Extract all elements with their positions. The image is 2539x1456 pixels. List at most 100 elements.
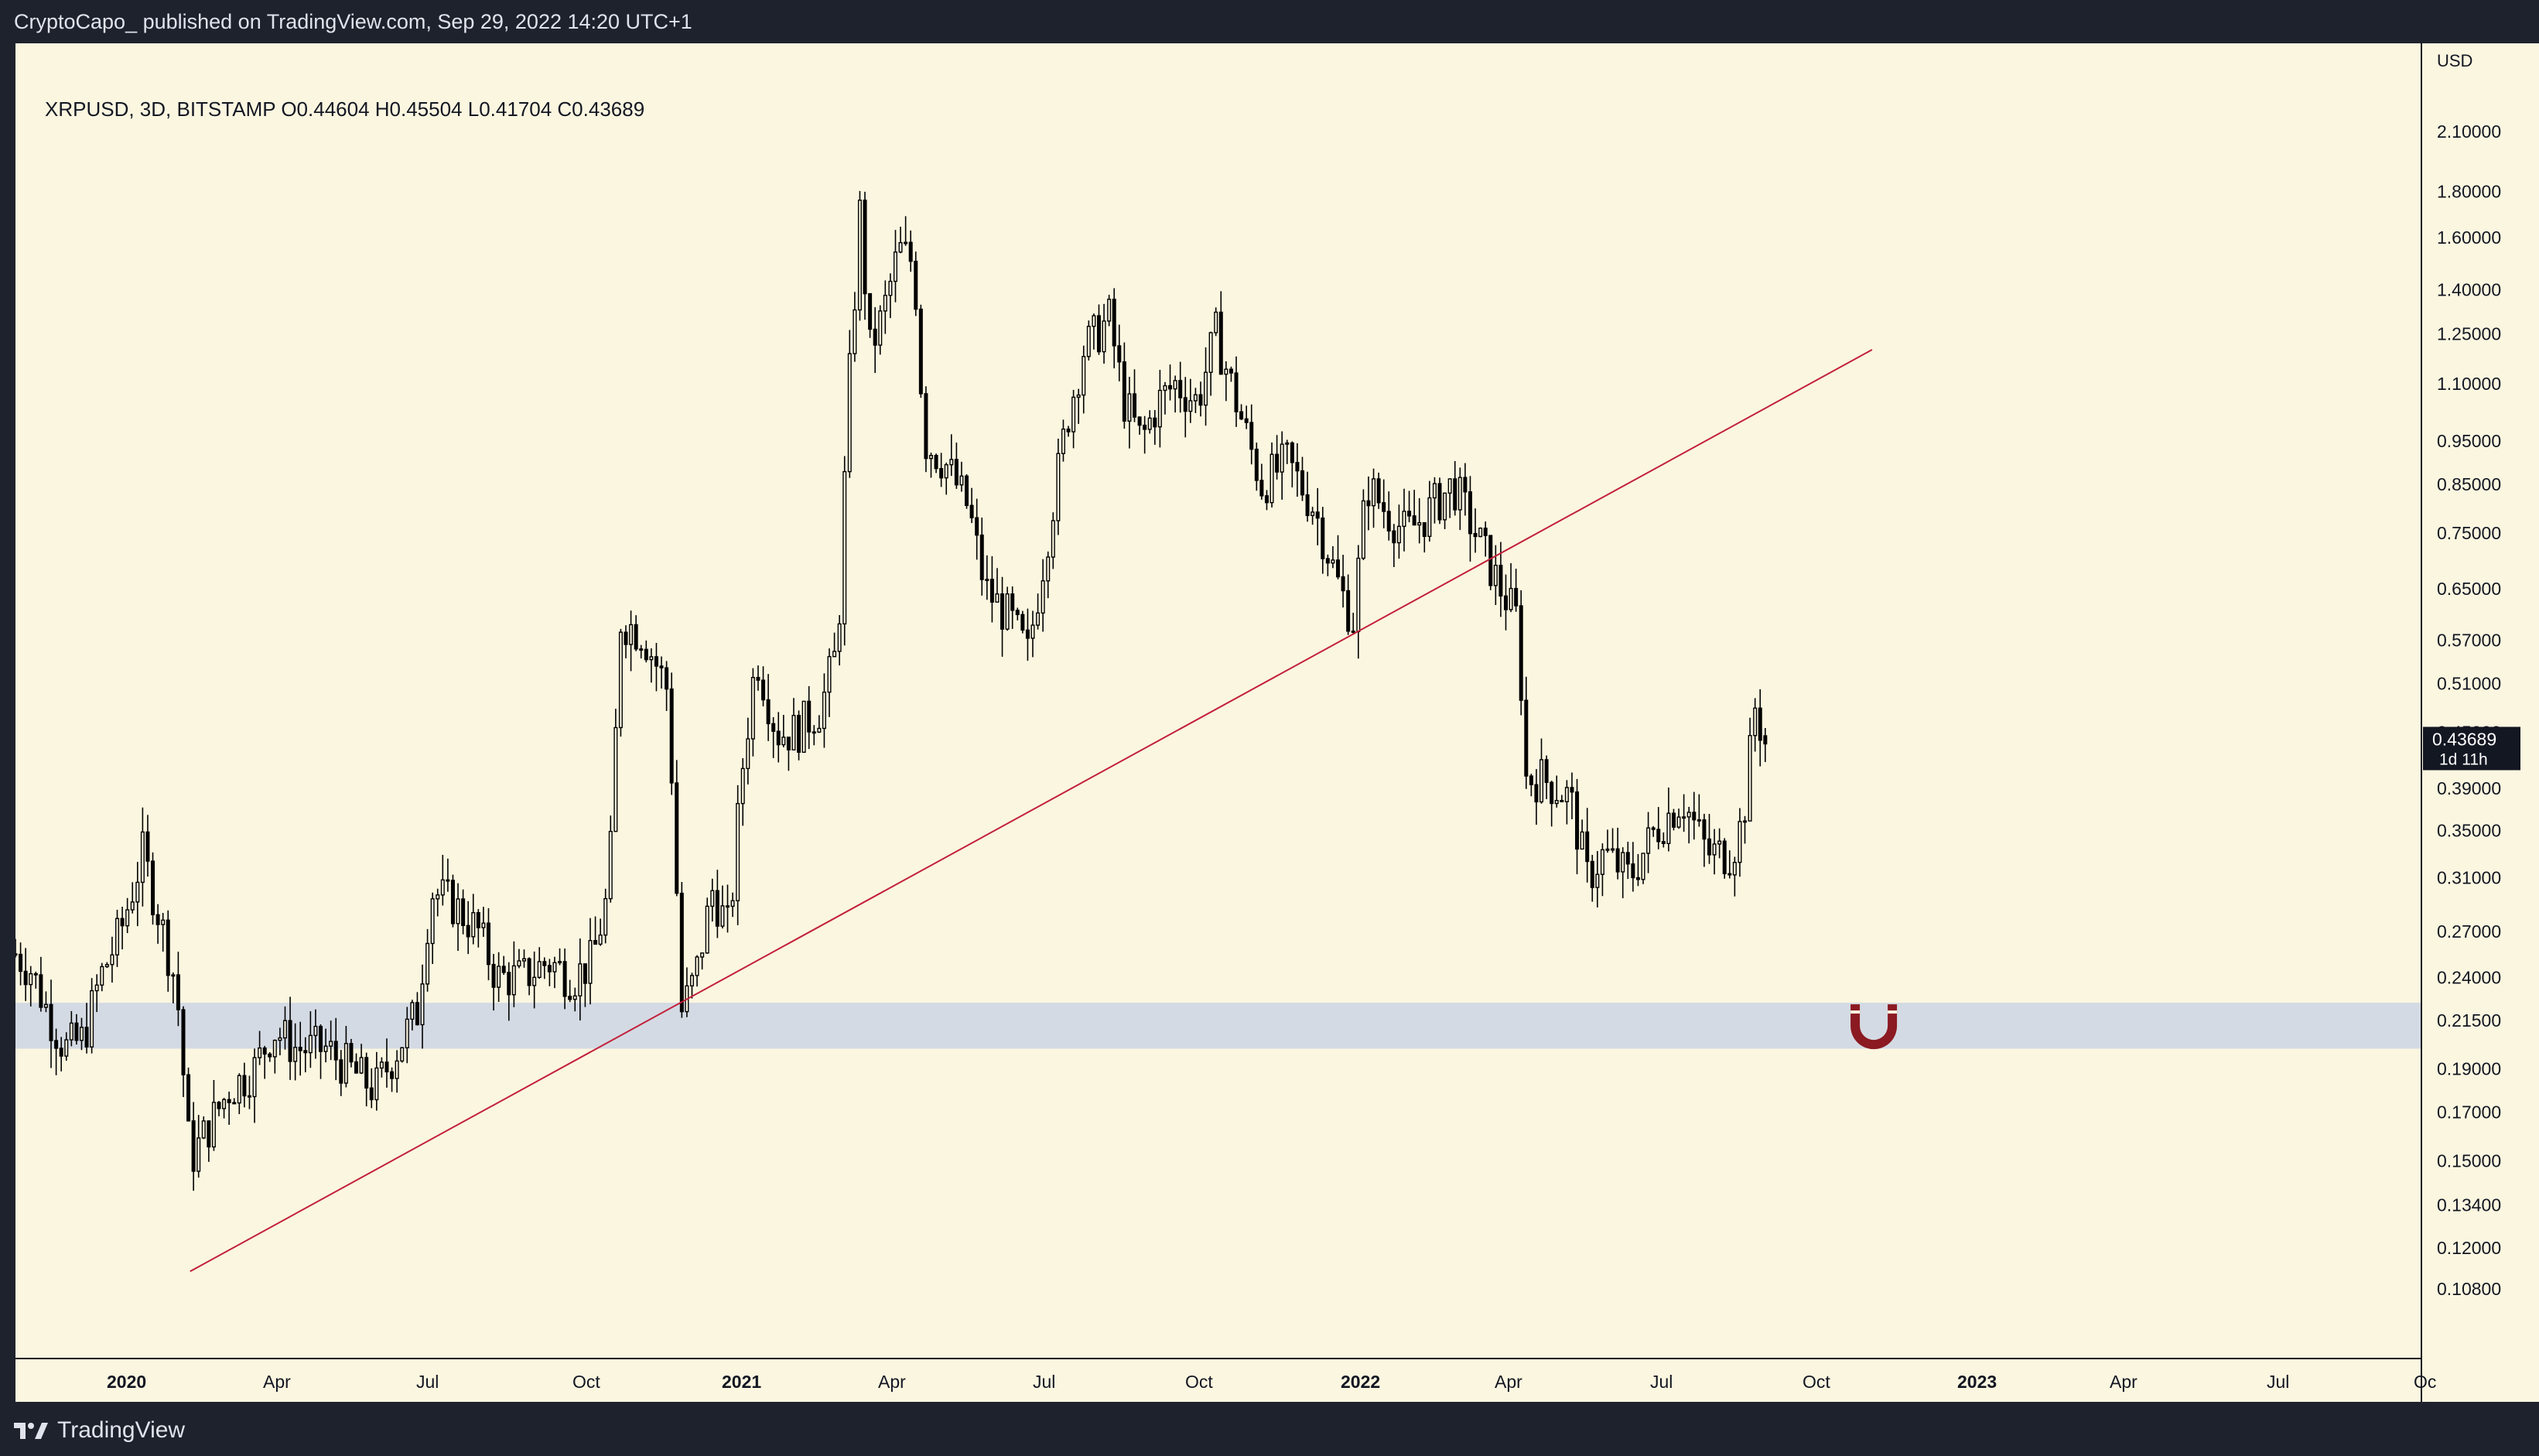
candle-body (1595, 873, 1600, 888)
candle-body (740, 767, 745, 805)
tradingview-brand[interactable]: TradingView (14, 1417, 185, 1444)
candle-body (1498, 564, 1503, 597)
time-tick-label: 2021 (722, 1372, 761, 1392)
candle-body (29, 972, 33, 986)
candle-body (1244, 418, 1249, 423)
candle (1361, 489, 1365, 560)
candle (318, 1024, 323, 1079)
candle (120, 907, 125, 950)
candle (384, 1038, 389, 1088)
candle (1697, 794, 1701, 827)
candle (166, 910, 170, 992)
candle (1143, 415, 1147, 454)
candle-body (130, 901, 135, 911)
candle (1137, 416, 1142, 435)
candle (349, 1038, 354, 1068)
candle (675, 760, 679, 897)
candle (842, 456, 847, 646)
candle-body (1300, 470, 1304, 496)
chart-area[interactable]: USD 2.10000 1.80000 1.60000 1.40000 1.25000 1.… (15, 43, 2539, 1402)
price-axis-background (2421, 43, 2539, 1402)
candle (669, 672, 674, 795)
candle (313, 1009, 318, 1059)
candle-body (1361, 500, 1365, 559)
candle (33, 971, 38, 989)
candle-body (166, 919, 170, 976)
candle (1270, 442, 1274, 508)
candle (1285, 439, 1290, 464)
candle (1396, 504, 1401, 559)
candle (1473, 508, 1478, 553)
candle (629, 610, 634, 672)
candle-body (1402, 511, 1406, 528)
candle-body (1447, 478, 1452, 494)
candle-body (904, 241, 908, 244)
candle-body (1463, 477, 1468, 493)
candle (23, 948, 28, 1001)
candle-body (893, 251, 897, 282)
candle-body (497, 966, 501, 988)
candle (1341, 555, 1345, 608)
candle-body (1473, 532, 1478, 538)
candle-body (39, 974, 43, 1008)
candle (898, 227, 903, 254)
time-tick-label: Oc (2414, 1372, 2436, 1392)
candle (405, 1007, 409, 1064)
candle-body (1000, 593, 1005, 630)
candle-body (1143, 424, 1147, 430)
candle (654, 642, 658, 692)
price-tick-label: 1.80000 (2437, 182, 2501, 202)
candle-body (1178, 380, 1183, 398)
candle (939, 453, 944, 487)
candle-body (832, 651, 837, 658)
candle (59, 1037, 63, 1071)
candle-body (446, 879, 450, 882)
time-tick-label: 2023 (1957, 1372, 1997, 1392)
candle-body (572, 995, 577, 1000)
candle-body (934, 455, 938, 470)
candle (552, 956, 557, 989)
candle-body (695, 956, 699, 976)
candle-body (1356, 557, 1361, 633)
candle (659, 656, 664, 689)
candle-body (1417, 521, 1422, 526)
candle (1168, 364, 1173, 401)
candle (975, 498, 979, 560)
candle (710, 878, 715, 922)
candle-body (278, 1037, 282, 1041)
candle (1366, 476, 1371, 531)
candle (74, 1013, 79, 1045)
candle-body (1056, 453, 1061, 521)
candle-body (1550, 781, 1554, 805)
candle-body (593, 940, 598, 945)
candles (15, 190, 1768, 1191)
candle (268, 1052, 272, 1062)
candle-body (1707, 838, 1712, 856)
candle-body (1534, 784, 1539, 803)
candle-body (1539, 759, 1544, 803)
candle-body (171, 974, 176, 977)
candle (1178, 361, 1183, 413)
price-chart[interactable]: USD 2.10000 1.80000 1.60000 1.40000 1.25000 1.… (15, 43, 2539, 1402)
candle (822, 673, 826, 748)
candle-body (114, 918, 120, 955)
candle-body (1605, 848, 1610, 851)
candle (1422, 521, 1427, 553)
candle (374, 1051, 379, 1111)
candle (461, 889, 466, 935)
candle-body (979, 534, 984, 580)
magnet-stripe (1850, 1010, 1861, 1014)
candle (79, 1017, 84, 1051)
candle (369, 1068, 374, 1109)
candle-body (1147, 417, 1152, 430)
candle (924, 386, 928, 473)
candle-body (914, 261, 918, 310)
candle (878, 305, 883, 355)
candle-body (1748, 735, 1752, 822)
candle (817, 715, 822, 733)
candle-body (1727, 873, 1732, 876)
candle-body (450, 880, 455, 925)
candle-body (1396, 525, 1401, 544)
candle (1590, 854, 1594, 902)
candle-body (1224, 368, 1228, 375)
